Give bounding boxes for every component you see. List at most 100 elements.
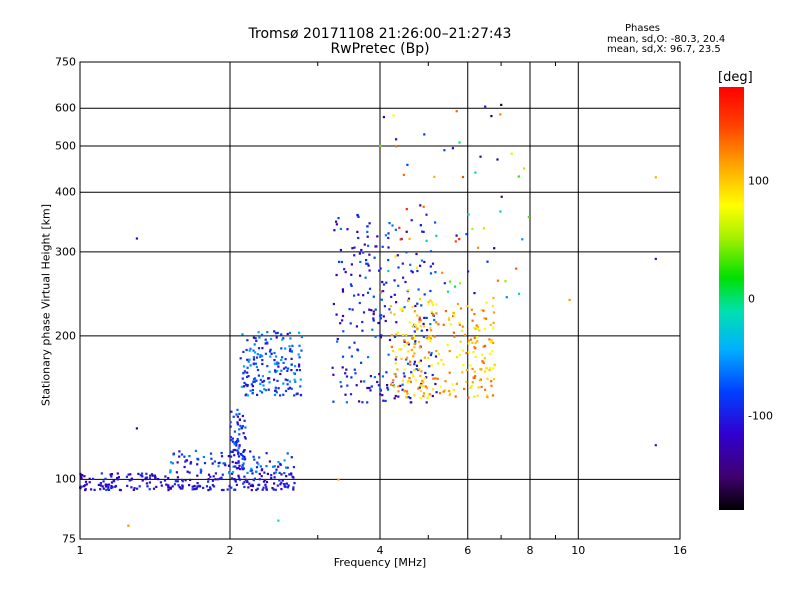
echo-point [283, 459, 286, 462]
echo-point [240, 427, 243, 430]
y-axis-label: Stationary phase Virtual Height [km] [39, 203, 53, 407]
echo-point [295, 392, 298, 396]
echo-point [350, 355, 353, 358]
echo-point [409, 263, 412, 266]
echo-point [280, 369, 283, 372]
echo-point [171, 462, 174, 465]
echo-point [104, 477, 107, 480]
echo-point [229, 425, 232, 428]
echo-point [340, 260, 343, 264]
echo-point [273, 359, 276, 362]
echo-point [429, 335, 433, 338]
echo-point [332, 302, 335, 306]
echo-point [213, 460, 216, 463]
echo-point [252, 380, 255, 383]
echo-point [274, 471, 277, 474]
echo-point [135, 237, 138, 240]
echo-point [335, 273, 338, 277]
echo-point [165, 483, 168, 486]
echo-point [358, 252, 361, 255]
echo-point [422, 392, 426, 395]
echo-point [249, 469, 252, 472]
echo-point [286, 369, 289, 372]
echo-point [248, 358, 251, 361]
echo-point [398, 226, 401, 229]
echo-point [393, 313, 396, 316]
echo-point [426, 329, 429, 332]
echo-point [339, 322, 342, 325]
echo-point [413, 360, 416, 363]
colorbar-tick-label: -100 [748, 409, 773, 423]
echo-point [243, 371, 246, 374]
echo-point [472, 351, 475, 354]
echo-point [264, 352, 267, 355]
echo-point [527, 215, 530, 219]
echo-point [252, 479, 255, 482]
echo-point [280, 488, 283, 491]
echo-point [159, 481, 162, 484]
echo-point [268, 460, 271, 463]
echo-point [160, 484, 163, 487]
echo-point [481, 360, 484, 363]
echo-point [246, 339, 249, 342]
echo-point [418, 298, 422, 301]
echo-point [237, 461, 240, 464]
echo-point [259, 378, 262, 381]
echo-point [370, 385, 373, 388]
echo-point [250, 489, 253, 492]
echo-point [427, 394, 430, 397]
echo-point [221, 473, 224, 476]
echo-point [345, 375, 349, 378]
echo-point [260, 333, 264, 336]
echo-point [249, 484, 252, 487]
echo-point [181, 478, 184, 481]
echo-point [332, 400, 335, 403]
echo-point [473, 336, 476, 339]
echo-point [387, 246, 390, 249]
echo-point [140, 472, 144, 475]
echo-point [474, 171, 477, 174]
echo-point [431, 373, 434, 377]
echo-point [273, 351, 276, 355]
echo-point [237, 476, 241, 479]
echo-point [411, 325, 414, 328]
echo-point [257, 374, 260, 377]
echo-point [80, 475, 83, 479]
echo-point [146, 485, 149, 488]
echo-point [264, 389, 267, 392]
echo-point [350, 284, 353, 287]
echo-point [505, 296, 508, 299]
echo-point [357, 215, 360, 218]
echo-point [179, 487, 182, 490]
echo-point [209, 488, 212, 491]
y-tick-label: 750 [55, 55, 76, 69]
echo-point [255, 379, 258, 382]
echo-point [289, 337, 292, 340]
echo-point [395, 145, 398, 148]
echo-point [266, 365, 269, 368]
echo-point [415, 252, 418, 256]
echo-point [152, 487, 156, 490]
echo-point [353, 254, 356, 257]
echo-point [374, 335, 377, 338]
echo-point [259, 382, 262, 385]
echo-point [428, 337, 431, 341]
echo-point [395, 375, 398, 378]
echo-point [422, 395, 425, 398]
echo-point [448, 389, 451, 393]
echo-point [367, 356, 370, 359]
echo-point [349, 283, 353, 286]
echo-point [473, 346, 476, 349]
echo-point [407, 299, 410, 302]
echo-point [405, 251, 408, 254]
echo-point [387, 353, 390, 356]
echo-point [181, 480, 184, 483]
echo-point [83, 475, 86, 478]
echo-point [290, 387, 293, 390]
echo-point [265, 485, 268, 489]
echo-point [216, 478, 219, 481]
echo-point [410, 219, 413, 222]
echo-point [128, 479, 131, 482]
echo-point [393, 397, 396, 400]
echo-point [220, 488, 224, 492]
